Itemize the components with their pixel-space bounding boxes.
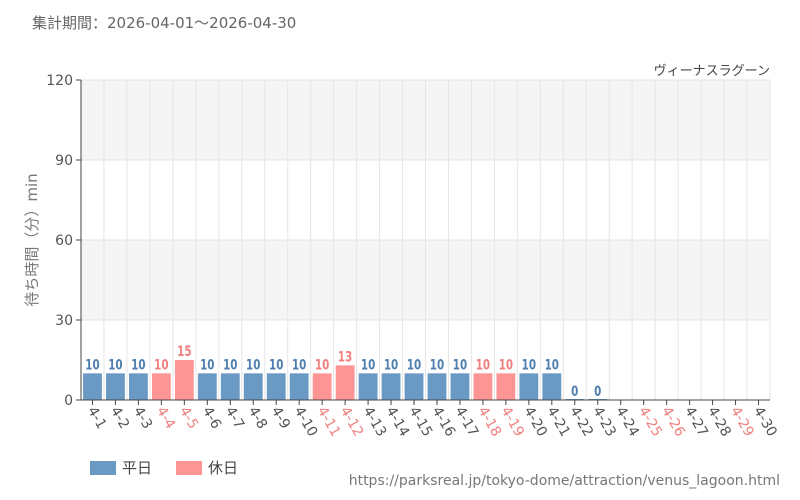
x-tick-label-4-11: 4-11 (314, 404, 344, 440)
bar-4-2 (106, 373, 125, 400)
bar-4-20 (519, 373, 539, 400)
data-label-4-13: 10 (361, 357, 375, 373)
x-tick-labels: 4-14-24-34-44-54-64-74-84-94-104-114-124… (84, 404, 780, 440)
bar-4-12 (335, 365, 355, 400)
data-labels: 10 10 10 10 15 10 10 10 10 10 10 13 10 10 10 10 10 10 10 10… (85, 344, 601, 400)
bar-4-6 (197, 373, 217, 400)
x-tick-label-4-28: 4-28 (704, 404, 734, 440)
x-tick-label-4-30: 4-30 (750, 404, 780, 440)
x-tick-label-4-7: 4-7 (222, 404, 247, 432)
bar-4-15 (404, 373, 424, 400)
bar-4-7 (220, 373, 240, 400)
bar-series (83, 360, 608, 400)
legend: 平日 休日 (90, 457, 262, 478)
data-label-4-2: 10 (108, 357, 122, 373)
bar-4-18 (473, 373, 493, 400)
y-tick-labels: 0 30 60 90 120 (46, 73, 73, 409)
x-tick-label-4-19: 4-19 (497, 404, 527, 440)
bar-4-9 (266, 373, 286, 400)
bar-4-14 (381, 373, 401, 400)
x-tick-label-4-15: 4-15 (406, 404, 436, 440)
data-label-4-15: 10 (407, 357, 421, 373)
x-tick-label-4-5: 4-5 (176, 404, 201, 432)
data-label-4-11: 10 (315, 357, 329, 373)
legend-label-weekday: 平日 (122, 459, 153, 477)
x-tick-label-4-18: 4-18 (474, 404, 504, 440)
x-tick-label-4-8: 4-8 (245, 404, 270, 432)
bar-4-16 (427, 373, 447, 400)
data-label-4-5: 15 (177, 344, 191, 360)
x-tick-label-4-17: 4-17 (451, 404, 481, 440)
bar-4-8 (243, 373, 263, 400)
y-tick-label: 120 (46, 73, 73, 89)
y-tick-label: 30 (55, 313, 73, 329)
x-tick-label-4-21: 4-21 (543, 404, 573, 440)
bar-4-21 (542, 373, 562, 400)
bar-4-19 (496, 373, 516, 400)
x-tick-label-4-2: 4-2 (107, 404, 132, 432)
legend-swatch-holiday (176, 460, 203, 475)
data-label-4-3: 10 (131, 357, 145, 373)
x-tick-label-4-26: 4-26 (658, 404, 688, 440)
x-tick-label-4-1: 4-1 (84, 404, 109, 432)
period-label: 集計期間：2026-04-01～2026-04-30 (32, 14, 297, 32)
bar-4-5 (174, 360, 194, 400)
source-url: https://parksreal.jp/tokyo-dome/attracti… (348, 473, 780, 489)
bar-4-17 (450, 373, 470, 400)
x-tick-label-4-25: 4-25 (635, 404, 665, 440)
data-label-4-7: 10 (223, 357, 237, 373)
data-label-4-23: 0 (594, 384, 601, 400)
legend-label-holiday: 休日 (208, 459, 239, 477)
data-label-4-8: 10 (246, 357, 260, 373)
x-tick-label-4-20: 4-20 (520, 404, 550, 440)
x-tick-label-4-27: 4-27 (681, 404, 711, 440)
data-label-4-21: 10 (545, 357, 559, 373)
x-tick-label-4-29: 4-29 (727, 404, 757, 440)
y-tick-label: 0 (64, 393, 73, 409)
data-label-4-4: 10 (154, 357, 168, 373)
x-tick-label-4-13: 4-13 (360, 404, 390, 440)
data-label-4-10: 10 (292, 357, 306, 373)
x-tick-label-4-22: 4-22 (566, 404, 596, 440)
x-tick-label-4-24: 4-24 (612, 404, 642, 440)
data-label-4-9: 10 (269, 357, 283, 373)
legend-item-weekday: 平日 (90, 457, 152, 478)
x-tick-label-4-16: 4-16 (429, 404, 459, 440)
data-label-4-14: 10 (384, 357, 398, 373)
data-label-4-6: 10 (200, 357, 214, 373)
x-tick-label-4-12: 4-12 (337, 404, 367, 440)
data-label-4-19: 10 (499, 357, 513, 373)
bar-4-11 (312, 373, 332, 400)
y-tick-label: 90 (55, 153, 73, 169)
grid-lines (81, 79, 771, 400)
data-label-4-18: 10 (476, 357, 490, 373)
data-label-4-1: 10 (85, 357, 99, 373)
data-label-4-16: 10 (430, 357, 444, 373)
bar-4-3 (129, 373, 148, 400)
bar-4-4 (151, 373, 171, 400)
x-tick-label-4-23: 4-23 (589, 404, 619, 440)
data-label-4-17: 10 (453, 357, 467, 373)
y-axis-label: 待ち時間（分）min (23, 173, 41, 306)
x-tick-label-4-9: 4-9 (268, 404, 293, 432)
x-tick-label-4-3: 4-3 (130, 404, 155, 432)
chart-title: ヴィーナスラグーン (654, 63, 770, 79)
x-tick-label-4-14: 4-14 (383, 404, 413, 440)
x-tick-label-4-10: 4-10 (291, 404, 321, 440)
x-tick-label-4-6: 4-6 (199, 404, 224, 432)
data-label-4-20: 10 (522, 357, 536, 373)
legend-swatch-weekday (90, 460, 116, 475)
axes (76, 79, 770, 405)
data-label-4-12: 13 (338, 349, 352, 365)
y-tick-label: 60 (55, 233, 73, 249)
bar-4-10 (289, 373, 309, 400)
bar-4-13 (358, 373, 378, 400)
bar-4-1 (83, 373, 102, 400)
data-label-4-22: 0 (571, 384, 578, 400)
x-tick-label-4-4: 4-4 (153, 404, 178, 432)
legend-item-holiday: 休日 (176, 457, 238, 478)
